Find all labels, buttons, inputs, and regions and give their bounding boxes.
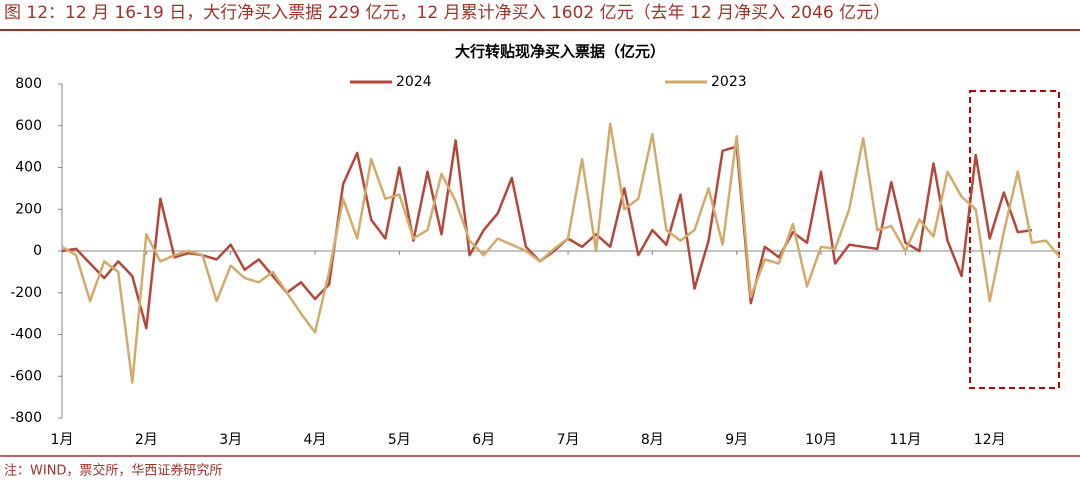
y-tick-label: 400 [15,160,42,176]
x-tick-label: 1月 [51,432,74,448]
x-tick-label: 3月 [219,432,242,448]
x-tick-label: 5月 [388,432,411,448]
x-tick-label: 11月 [889,432,921,448]
chart-title: 大行转贴现净买入票据（亿元） [455,43,665,61]
x-tick-label: 7月 [557,432,580,448]
highlight-box [969,90,1060,389]
x-tick-label: 8月 [641,432,664,448]
figure-title: 图 12：12 月 16-19 日，大行净买入票据 229 亿元，12 月累计净… [4,3,890,23]
y-tick-label: -200 [10,285,42,301]
y-tick-label: 600 [15,118,42,134]
x-tick-label: 4月 [304,432,327,448]
y-tick-label: -800 [10,410,42,426]
y-tick-label: 0 [33,243,42,259]
x-tick-label: 9月 [725,432,748,448]
series-line [61,139,1033,330]
y-tick-label: -600 [10,368,42,384]
y-tick-label: 800 [15,76,42,92]
x-tick-label: 6月 [472,432,495,448]
series-line [61,122,1061,384]
x-tick-label: 2月 [135,432,158,448]
x-tick-label: 10月 [805,432,837,448]
source-note: 注：WIND，票交所，华西证券研究所 [4,463,222,479]
y-tick-label: 200 [15,201,42,217]
x-tick-label: 12月 [974,432,1006,448]
legend-label: 2024 [396,74,432,90]
y-tick-label: -400 [10,327,42,343]
legend-label: 2023 [711,74,747,90]
